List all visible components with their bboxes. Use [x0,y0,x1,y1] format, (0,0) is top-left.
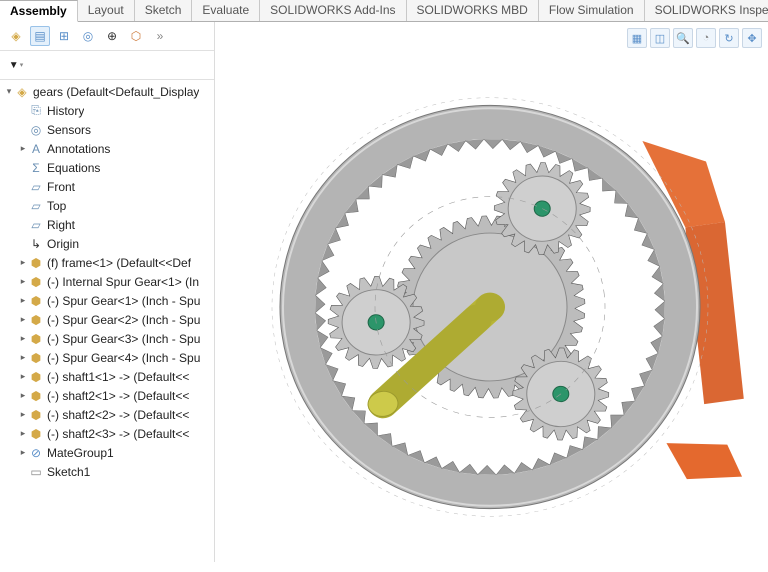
tree-icon: ⬢ [28,293,44,309]
tree-icon: ⬢ [28,350,44,366]
tree-label: Sketch1 [47,465,90,479]
tab-solidworks-add-ins[interactable]: SOLIDWORKS Add-Ins [260,0,406,21]
tree-icon: ⊘ [28,445,44,461]
tree-icon: ↳ [28,236,44,252]
more-icon[interactable]: » [150,26,170,46]
tab-sketch[interactable]: Sketch [135,0,193,21]
tree-icon: A [28,141,44,157]
tree-icon: ⬢ [28,312,44,328]
tab-evaluate[interactable]: Evaluate [192,0,260,21]
target-icon[interactable]: ⊕ [102,26,122,46]
hide-show-icon[interactable]: ▤ [30,26,50,46]
config-icon[interactable]: ⬡ [126,26,146,46]
tree-node[interactable]: ◎Sensors [0,120,214,139]
tree-icon: ⬢ [28,331,44,347]
tree-label: (f) frame<1> (Default<<Def [47,256,191,270]
tab-assembly[interactable]: Assembly [0,0,78,22]
tree-node[interactable]: ▸⬢(-) Internal Spur Gear<1> (In [0,272,214,291]
sensor-icon[interactable]: ◎ [78,26,98,46]
tree-node[interactable]: ΣEquations [0,158,214,177]
tree-label: Right [47,218,75,232]
tree-label: (-) shaft2<3> -> (Default<< [47,427,189,441]
tree-node[interactable]: ▸⬢(-) Spur Gear<1> (Inch - Spu [0,291,214,310]
3d-viewport[interactable]: ▦◫🔍◔↻✥ [215,22,768,562]
tree-label: Equations [47,161,100,175]
tree-node[interactable]: ▸⬢(-) shaft2<1> -> (Default<< [0,386,214,405]
tree-icon: ◈ [14,84,30,100]
tree-icon: ⬢ [28,369,44,385]
tree-icon: Σ [28,160,44,176]
tree-node[interactable]: ▱Front [0,177,214,196]
tab-layout[interactable]: Layout [78,0,135,21]
tree-label: Top [47,199,66,213]
tree-icon: ◎ [28,122,44,138]
tree-label: Origin [47,237,79,251]
tree-icon: ⬢ [28,388,44,404]
tree-node[interactable]: ▸⬢(-) shaft1<1> -> (Default<< [0,367,214,386]
tree-node[interactable]: ▸⬢(-) Spur Gear<3> (Inch - Spu [0,329,214,348]
tree-label: gears (Default<Default_Display [33,85,199,99]
tree-icon: ▭ [28,464,44,480]
tree-icon: ⬢ [28,255,44,271]
assembly-icon[interactable]: ◈ [6,26,26,46]
tree-node[interactable]: ▸⬢(-) Spur Gear<4> (Inch - Spu [0,348,214,367]
tree-label: (-) Spur Gear<4> (Inch - Spu [47,351,200,365]
tree-node[interactable]: ▸⬢(-) shaft2<3> -> (Default<< [0,424,214,443]
tree-label: (-) Spur Gear<1> (Inch - Spu [47,294,200,308]
tree-icon: ▱ [28,179,44,195]
tree-label: History [47,104,84,118]
tree-icon: ⬢ [28,274,44,290]
tree-node[interactable]: ▸⬢(f) frame<1> (Default<<Def [0,253,214,272]
tree-label: (-) shaft1<1> -> (Default<< [47,370,189,384]
display-icon[interactable]: ⊞ [54,26,74,46]
tree-label: (-) Spur Gear<3> (Inch - Spu [47,332,200,346]
tree-node[interactable]: ▸⬢(-) shaft2<2> -> (Default<< [0,405,214,424]
tree-label: MateGroup1 [47,446,114,460]
tree-label: (-) shaft2<2> -> (Default<< [47,408,189,422]
tree-node[interactable]: ▾◈gears (Default<Default_Display [0,82,214,101]
tree-node[interactable]: ↳Origin [0,234,214,253]
tree-icon: ⎘ [28,103,44,119]
filter-funnel-icon[interactable]: ▼ ▾ [6,55,26,75]
tree-label: (-) Internal Spur Gear<1> (In [47,275,199,289]
tree-node[interactable]: ⎘History [0,101,214,120]
tab-solidworks-mbd[interactable]: SOLIDWORKS MBD [407,0,539,21]
tree-node[interactable]: ▱Right [0,215,214,234]
tree-node[interactable]: ▭Sketch1 [0,462,214,481]
tree-node[interactable]: ▸AAnnotations [0,139,214,158]
tree-label: Sensors [47,123,91,137]
tree-icon: ▱ [28,198,44,214]
tree-node[interactable]: ▸⊘MateGroup1 [0,443,214,462]
tree-icon: ▱ [28,217,44,233]
tree-icon: ⬢ [28,426,44,442]
tab-flow-simulation[interactable]: Flow Simulation [539,0,645,21]
tree-node[interactable]: ▱Top [0,196,214,215]
tree-label: (-) shaft2<1> -> (Default<< [47,389,189,403]
tree-icon: ⬢ [28,407,44,423]
tab-solidworks-inspection[interactable]: SOLIDWORKS Inspection [645,0,768,21]
tree-label: Front [47,180,75,194]
tree-node[interactable]: ▸⬢(-) Spur Gear<2> (Inch - Spu [0,310,214,329]
gear-assembly-render [225,42,765,572]
tree-label: (-) Spur Gear<2> (Inch - Spu [47,313,200,327]
tree-label: Annotations [47,142,110,156]
